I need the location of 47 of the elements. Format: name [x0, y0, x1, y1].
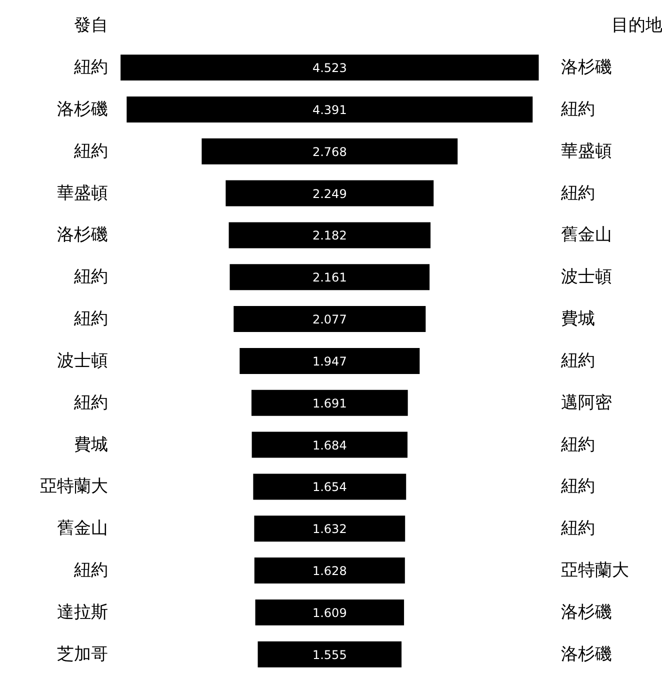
data-label: 2.077 [312, 312, 347, 327]
data-label: 1.555 [312, 648, 347, 662]
data-label: 1.691 [312, 396, 347, 410]
category-label: 華盛頓 [560, 141, 612, 162]
category-label: 紐約 [72, 392, 108, 413]
data-label: 1.628 [312, 564, 347, 578]
category-label: 亞特蘭大 [560, 560, 629, 581]
category-label: 洛杉磯 [56, 99, 108, 120]
category-label: 邁阿密 [560, 392, 612, 413]
category-label: 紐約 [72, 560, 108, 581]
category-label: 紐約 [560, 350, 595, 371]
category-label: 紐約 [72, 267, 108, 288]
category-label: 華盛頓 [56, 183, 108, 204]
data-label: 2.161 [312, 270, 347, 285]
data-label: 2.249 [312, 186, 347, 201]
data-label: 2.768 [312, 144, 347, 159]
category-label: 洛杉磯 [560, 644, 612, 664]
category-label: 波士頓 [560, 267, 612, 288]
category-label: 費城 [74, 434, 108, 455]
data-label: 4.523 [312, 61, 347, 76]
category-label: 紐約 [72, 58, 108, 78]
category-label: 達拉斯 [56, 602, 108, 622]
category-label: 洛杉磯 [560, 58, 612, 78]
data-label: 2.182 [312, 228, 347, 243]
category-label: 費城 [560, 309, 595, 330]
category-label: 紐約 [560, 183, 595, 204]
category-label: 紐約 [560, 434, 595, 455]
data-label: 1.654 [312, 480, 347, 494]
data-label: 1.632 [312, 522, 347, 536]
category-label: 紐約 [560, 476, 595, 497]
category-label: 紐約 [560, 518, 595, 539]
category-label: 洛杉磯 [560, 602, 612, 622]
category-label: 舊金山 [56, 518, 108, 539]
category-label: 舊金山 [560, 225, 612, 246]
text: 目的地 [612, 16, 662, 36]
category-label: 波士頓 [56, 350, 108, 371]
category-label: 洛杉磯 [56, 225, 108, 246]
data-label: 1.609 [312, 606, 347, 620]
category-label: 紐約 [72, 309, 108, 330]
text: 發自 [74, 16, 108, 36]
data-label: 1.684 [312, 438, 347, 452]
category-label: 亞特蘭大 [40, 476, 108, 497]
category-label: 紐約 [560, 99, 595, 120]
data-label: 4.391 [312, 102, 347, 117]
data-label: 1.947 [312, 354, 347, 368]
category-label: 紐約 [72, 141, 108, 162]
category-label: 芝加哥 [56, 644, 108, 664]
